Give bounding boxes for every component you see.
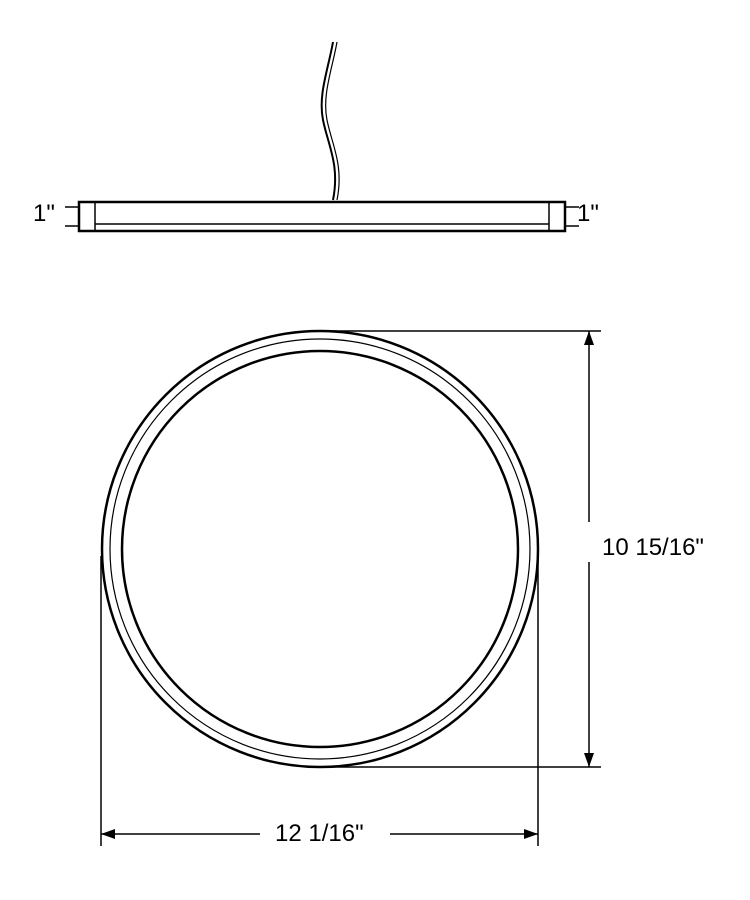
side-profile-group [79,202,565,231]
dim-left-1in [65,207,79,226]
pendant-cable [322,42,336,200]
side-profile-outer [79,202,565,231]
top-view-ring [102,331,538,767]
ring-inner [122,351,518,747]
ring-outer [102,331,538,767]
ring-outer-inner-edge [110,339,530,759]
label-thickness-left: 1" [33,200,55,228]
label-thickness-right: 1" [577,200,599,228]
label-width: 12 1/16" [275,820,364,848]
label-height: 10 15/16" [602,534,704,562]
diagram-container: 1" 1" 12 1/16" 10 15/16" [0,0,750,900]
dim-width [101,556,538,846]
technical-drawing [0,0,750,900]
